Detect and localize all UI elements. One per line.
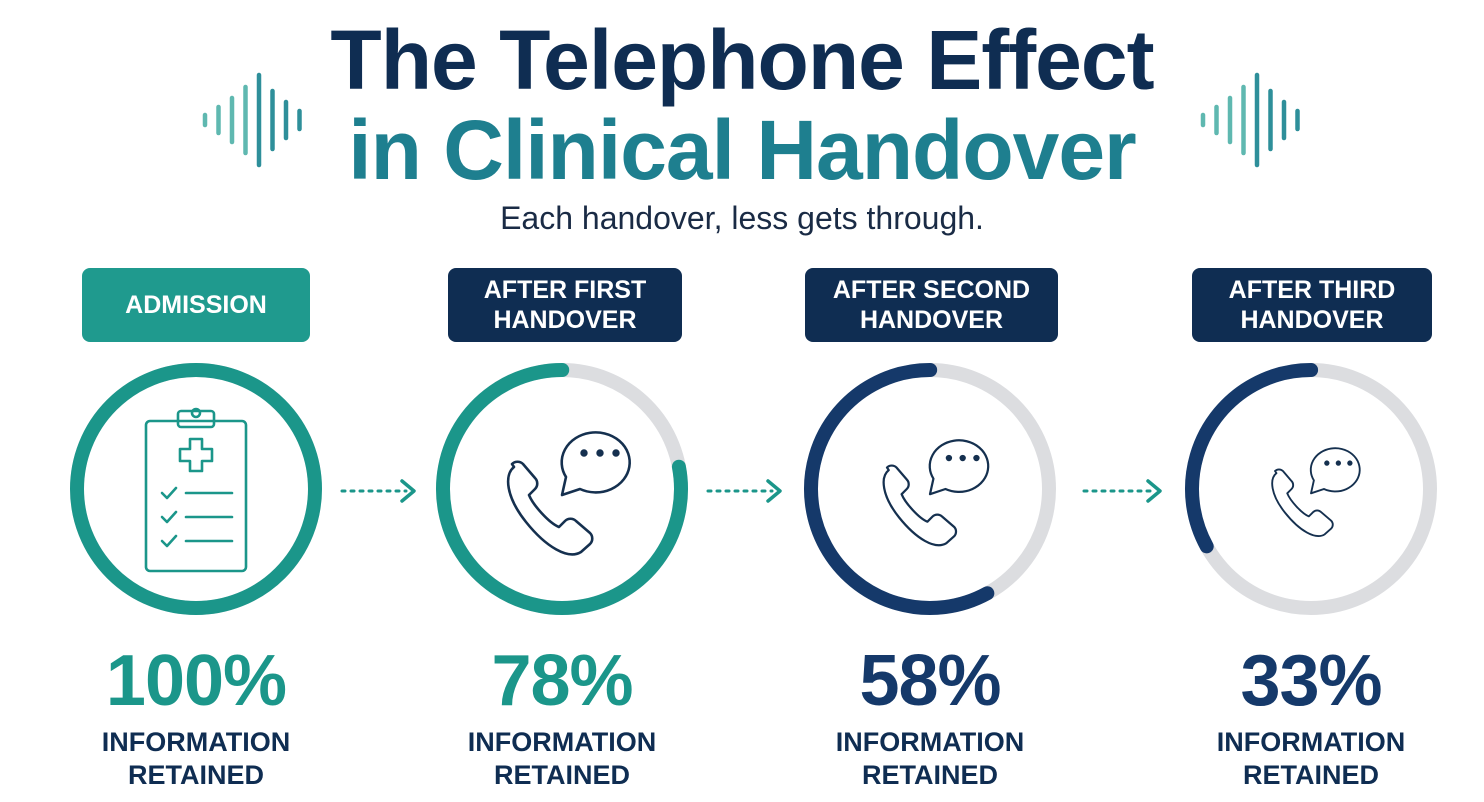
dot	[612, 449, 620, 457]
phone-icon	[506, 431, 631, 556]
clipboard-hole	[190, 407, 202, 419]
arrow-head	[1146, 479, 1162, 503]
check	[160, 534, 178, 548]
dot	[945, 454, 953, 462]
subtitle: Each handover, less gets through.	[500, 200, 984, 236]
percent-label: 100%	[105, 641, 287, 721]
dot	[1324, 460, 1330, 466]
clipboard-board	[144, 419, 248, 573]
chat-bubble	[928, 439, 990, 496]
ring-arc	[436, 363, 688, 615]
caption: INFORMATION RETAINED	[101, 727, 291, 790]
check	[160, 486, 178, 500]
caption: INFORMATION RETAINED	[835, 727, 1025, 790]
stage-label: AFTER SECOND HANDOVER	[805, 268, 1058, 342]
percent-label: 78%	[491, 641, 633, 721]
phone-icon	[1271, 447, 1361, 537]
title-line: The Telephone Effect	[330, 13, 1154, 107]
dot	[959, 454, 966, 462]
stage-label: AFTER FIRST HANDOVER	[448, 268, 682, 342]
percent-label: 58%	[859, 641, 1001, 721]
dot	[973, 454, 980, 462]
ring-arc	[70, 363, 322, 615]
clipboard-clip	[176, 409, 216, 429]
handset	[1271, 468, 1334, 537]
percent-label: 33%	[1240, 641, 1382, 721]
ring-arc	[804, 363, 1056, 615]
caption: INFORMATION RETAINED	[1216, 727, 1406, 790]
arrow-head	[766, 479, 782, 503]
check	[160, 510, 178, 524]
dot	[596, 449, 604, 457]
chat-bubble	[1309, 447, 1361, 495]
handset	[882, 464, 958, 547]
cross	[178, 437, 214, 473]
dot	[580, 449, 588, 457]
phone-icon	[882, 439, 990, 547]
dot	[1335, 460, 1342, 466]
clipboard-icon	[144, 407, 248, 573]
dot	[1347, 460, 1353, 466]
title-line: in Clinical Handover	[348, 103, 1137, 197]
stage-label: ADMISSION	[82, 268, 310, 342]
ring-arc	[1184, 363, 1437, 615]
arrow-head	[400, 479, 416, 503]
stage-label: AFTER THIRD HANDOVER	[1192, 268, 1432, 342]
chat-bubble	[560, 431, 631, 497]
handset	[506, 460, 594, 556]
caption: INFORMATION RETAINED	[467, 727, 657, 790]
